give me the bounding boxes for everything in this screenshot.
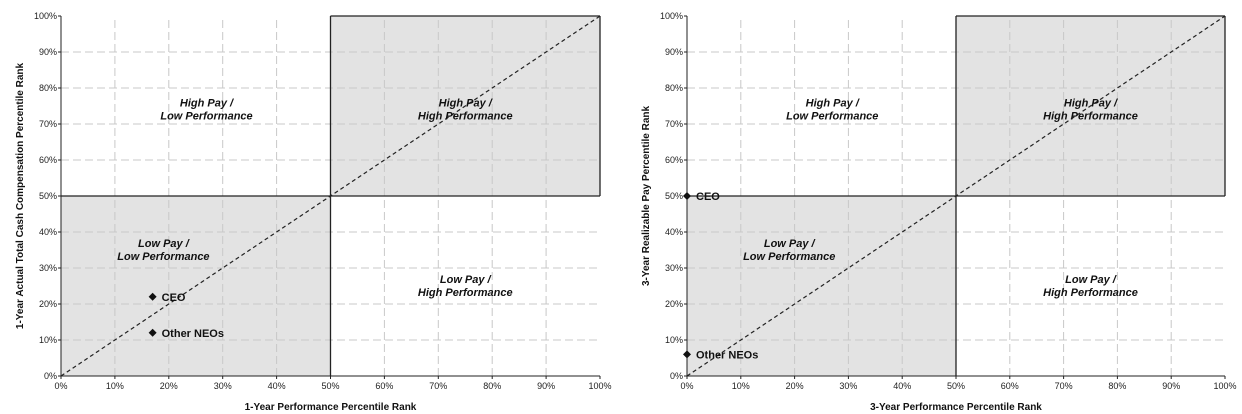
data-point-label-other-neos: Other NEOs xyxy=(696,349,758,361)
y-tick-label: 60% xyxy=(39,155,57,165)
x-tick-label: 80% xyxy=(483,381,501,391)
quadrant-label-top-right-line2: High Performance xyxy=(1043,111,1138,123)
y-tick-label: 40% xyxy=(665,227,683,237)
x-tick-label: 20% xyxy=(160,381,178,391)
y-tick-label: 60% xyxy=(665,155,683,165)
y-tick-label: 70% xyxy=(665,119,683,129)
x-tick-label: 60% xyxy=(375,381,393,391)
quadrant-label-bottom-right-line2: High Performance xyxy=(1043,287,1138,299)
x-tick-label: 30% xyxy=(839,381,857,391)
x-tick-label: 50% xyxy=(947,381,965,391)
data-point-ceo xyxy=(148,292,157,301)
y-axis-title: 3-Year Realizable Pay Percentile Rank xyxy=(641,106,652,287)
y-tick-label: 10% xyxy=(665,335,683,345)
quadrant-label-bottom-right-line2: High Performance xyxy=(418,287,513,299)
diagonal-reference-line xyxy=(686,15,1226,377)
x-tick-label: 10% xyxy=(732,381,750,391)
quadrant-label-bottom-right-line1: Low Pay / xyxy=(440,274,493,286)
x-tick-label: 100% xyxy=(1213,381,1236,391)
x-tick-label: 30% xyxy=(214,381,232,391)
x-tick-label: 70% xyxy=(1055,381,1073,391)
quadrant-label-top-left-line1: High Pay / xyxy=(806,98,861,110)
x-tick-label: 0% xyxy=(54,381,67,391)
quadrant-label-top-right-line1: High Pay / xyxy=(1064,98,1119,110)
data-point-label-ceo: CEO xyxy=(696,191,720,203)
data-point-label-other-neos: Other NEOs xyxy=(162,328,224,340)
quadrant-label-bottom-left-line1: Low Pay / xyxy=(764,238,817,250)
y-tick-label: 20% xyxy=(39,299,57,309)
x-tick-label: 80% xyxy=(1108,381,1126,391)
y-tick-label: 30% xyxy=(39,263,57,273)
quadrant-label-bottom-left-line2: Low Performance xyxy=(743,251,835,263)
data-point-other-neos xyxy=(683,350,691,359)
y-tick-label: 40% xyxy=(39,227,57,237)
y-tick-label: 100% xyxy=(660,11,683,21)
y-tick-label: 70% xyxy=(39,119,57,129)
x-tick-label: 40% xyxy=(268,381,286,391)
y-tick-label: 90% xyxy=(39,47,57,57)
y-tick-label: 50% xyxy=(39,191,57,201)
y-tick-label: 100% xyxy=(34,11,57,21)
x-tick-label: 90% xyxy=(537,381,555,391)
x-tick-label: 40% xyxy=(893,381,911,391)
diagonal-reference-line xyxy=(60,15,601,377)
quadrant-label-top-left-line1: High Pay / xyxy=(180,98,235,110)
quadrant-label-top-right-line1: High Pay / xyxy=(439,98,494,110)
y-axis-title: 1-Year Actual Total Cash Compensation Pe… xyxy=(15,62,26,329)
x-tick-label: 70% xyxy=(429,381,447,391)
y-tick-label: 0% xyxy=(44,371,57,381)
y-tick-label: 80% xyxy=(39,83,57,93)
quadrant-label-top-left-line2: Low Performance xyxy=(160,111,252,123)
x-tick-label: 100% xyxy=(588,381,611,391)
y-tick-label: 50% xyxy=(665,191,683,201)
chart-1-year-pay-vs-performance: 0% 10% 20% 30% 40% 50% 60% 70% 80% 90% 100% 0% 10% 20… xyxy=(15,11,612,413)
data-point-ceo xyxy=(683,192,691,200)
quadrant-label-top-right-line2: High Performance xyxy=(418,111,513,123)
x-tick-label: 20% xyxy=(786,381,804,391)
x-axis-title: 1-Year Performance Percentile Rank xyxy=(245,402,417,413)
y-tick-label: 0% xyxy=(670,371,683,381)
quadrant-label-bottom-right-line1: Low Pay / xyxy=(1065,274,1118,286)
x-tick-label: 0% xyxy=(680,381,693,391)
y-tick-label: 30% xyxy=(665,263,683,273)
y-tick-label: 80% xyxy=(665,83,683,93)
x-tick-label: 50% xyxy=(321,381,339,391)
x-tick-label: 10% xyxy=(106,381,124,391)
y-tick-label: 20% xyxy=(665,299,683,309)
y-tick-label: 10% xyxy=(39,335,57,345)
x-tick-label: 90% xyxy=(1162,381,1180,391)
x-tick-label: 60% xyxy=(1001,381,1019,391)
y-tick-label: 90% xyxy=(665,47,683,57)
quadrant-label-top-left-line2: Low Performance xyxy=(786,111,878,123)
quadrant-label-bottom-left-line1: Low Pay / xyxy=(138,238,191,250)
data-point-other-neos xyxy=(148,328,157,337)
quadrant-label-bottom-left-line2: Low Performance xyxy=(117,251,209,263)
data-point-label-ceo: CEO xyxy=(162,292,186,304)
x-axis-title: 3-Year Performance Percentile Rank xyxy=(870,402,1042,413)
chart-3-year-pay-vs-performance: 0% 10% 20% 30% 40% 50% 60% 70% 80% 90% 100% 0% 10% 20… xyxy=(641,11,1237,413)
